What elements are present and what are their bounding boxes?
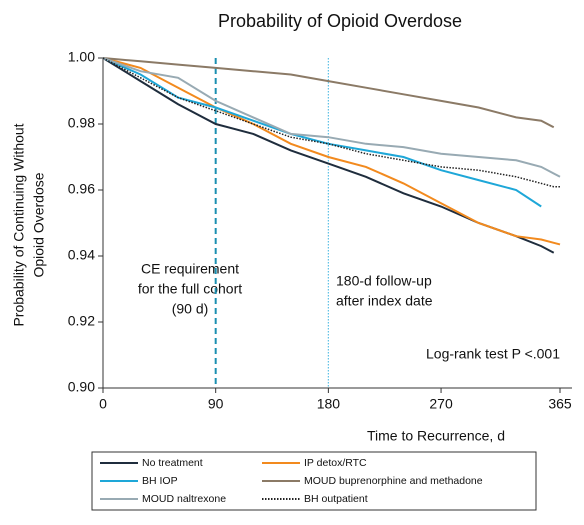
chart-title: Probability of Opioid Overdose <box>218 11 462 31</box>
y-tick-label: 1.00 <box>68 49 95 65</box>
annotation: for the full cohort <box>138 281 242 297</box>
x-tick-label: 270 <box>429 396 453 412</box>
series-line <box>102 57 561 246</box>
x-tick-label: 90 <box>208 396 224 412</box>
x-tick-label: 0 <box>99 396 107 412</box>
y-tick-label: 0.98 <box>68 115 95 131</box>
legend-label: IP detox/RTC <box>304 457 367 469</box>
y-axis-label: Opioid Overdose <box>31 172 47 277</box>
annotation: Log-rank test P <.001 <box>426 346 560 362</box>
legend-label: BH IOP <box>142 475 178 487</box>
annotation: CE requirement <box>141 261 239 277</box>
series-line <box>102 57 555 129</box>
legend-label: BH outpatient <box>304 493 368 505</box>
series-line <box>102 57 560 188</box>
legend-label: No treatment <box>142 457 203 469</box>
y-tick-label: 0.92 <box>68 313 95 329</box>
legend: No treatment IP detox/RTC BH IOP MOUD bupre… <box>100 457 483 505</box>
annotation: (90 d) <box>172 301 209 317</box>
annotation: 180-d follow-up <box>336 273 432 289</box>
legend-label: MOUD buprenorphine and methadone <box>304 475 483 487</box>
x-tick-label: 365 <box>548 396 572 412</box>
legend-box <box>91 451 537 511</box>
y-tick-label: 0.96 <box>68 181 95 197</box>
annotation: after index date <box>336 293 433 309</box>
y-tick-label: 0.90 <box>68 379 95 395</box>
x-axis-label: Time to Recurrence, d <box>367 428 505 444</box>
y-tick-label: 0.94 <box>68 247 95 263</box>
legend-label: MOUD naltrexone <box>142 493 226 505</box>
series-line <box>102 57 561 178</box>
y-axis-label: Probability of Continuing Without <box>11 123 27 326</box>
x-tick-label: 180 <box>317 396 341 412</box>
